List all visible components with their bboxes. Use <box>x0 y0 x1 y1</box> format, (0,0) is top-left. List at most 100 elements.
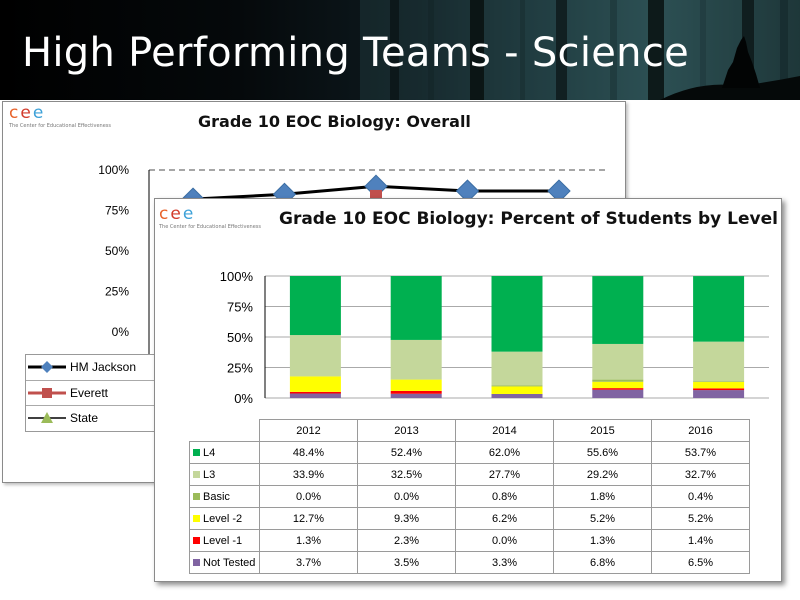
bar-segment <box>592 379 644 382</box>
line-legend: HM Jackson Everett State <box>25 354 157 432</box>
data-label: 52.4% <box>357 441 456 464</box>
data-label: 3.7% <box>259 551 358 574</box>
data-table: 2012 2013 2014 2015 2016 L4 48.4% 52.4% 62.0% 55.… <box>189 419 750 574</box>
series-legend-cell: L4 <box>189 441 260 464</box>
data-label: 55.6% <box>553 441 652 464</box>
bar-segment <box>491 386 543 394</box>
table-row: Basic 0.0% 0.0% 0.8% 1.8% 0.4% <box>189 485 750 508</box>
legend-item-state: State <box>26 405 156 430</box>
data-label: 6.8% <box>553 551 652 574</box>
bar-segment <box>289 391 341 394</box>
bar-segment <box>592 276 644 344</box>
y-tick-label: 75% <box>227 300 253 315</box>
stacked-bar-chart: 100% 75% 50% 25% 0% <box>220 269 769 406</box>
legend-swatch <box>193 493 200 501</box>
series-name: L3 <box>203 468 216 481</box>
series-legend-cell: L3 <box>189 463 260 486</box>
chart-title-levels: Grade 10 EOC Biology: Percent of Student… <box>279 209 778 229</box>
bar-segment <box>491 351 543 386</box>
logo-subtitle: The Center for Educational Effectiveness <box>9 123 111 129</box>
table-row: Level -1 1.3% 2.3% 0.0% 1.3% 1.4% <box>189 529 750 552</box>
data-label: 27.7% <box>455 463 554 486</box>
series-name: L4 <box>203 446 216 459</box>
chart-title-overall: Grade 10 EOC Biology: Overall <box>198 112 471 131</box>
bar-segment <box>289 393 341 398</box>
data-label: 0.0% <box>357 485 456 508</box>
y-tick-label: 0% <box>234 391 253 406</box>
data-label: 29.2% <box>553 463 652 486</box>
y-tick-label: 0% <box>112 325 130 339</box>
bar-segment <box>289 376 341 392</box>
y-tick-label: 75% <box>105 204 129 218</box>
series-name: Not Tested <box>203 556 256 569</box>
bar-segment <box>693 382 745 389</box>
data-label: 6.5% <box>651 551 750 574</box>
data-label: 3.3% <box>455 551 554 574</box>
logo-letter: e <box>170 204 183 224</box>
legend-swatch <box>193 449 200 457</box>
data-label: 0.0% <box>455 529 554 552</box>
y-tick-label: 100% <box>220 269 254 284</box>
bar-segment <box>693 390 745 398</box>
data-label: 1.3% <box>553 529 652 552</box>
category-label: 2016 <box>651 419 750 442</box>
category-label: 2013 <box>357 419 456 442</box>
category-label: 2012 <box>259 419 358 442</box>
data-label: 12.7% <box>259 507 358 530</box>
legend-swatch <box>193 559 200 567</box>
legend-swatch-triangle <box>28 412 66 423</box>
data-label: 2.3% <box>357 529 456 552</box>
slide-banner: High Performing Teams - Science <box>0 0 800 100</box>
logo-letter: c <box>9 103 21 123</box>
y-tick-label: 25% <box>105 285 129 299</box>
series-legend-cell: Level -2 <box>189 507 260 530</box>
bar-segment <box>693 388 745 391</box>
forest-wolf-image <box>360 0 800 100</box>
series-legend-cell: Basic <box>189 485 260 508</box>
data-label: 48.4% <box>259 441 358 464</box>
legend-swatch-square <box>28 388 66 398</box>
table-row: Level -2 12.7% 9.3% 6.2% 5.2% 5.2% <box>189 507 750 530</box>
bar-segment <box>592 388 644 390</box>
bar-segment <box>693 276 745 342</box>
data-label: 32.7% <box>651 463 750 486</box>
cee-logo: cee The Center for Educational Effective… <box>159 205 261 230</box>
data-label: 53.7% <box>651 441 750 464</box>
bar-segment <box>592 381 644 389</box>
bar-segment <box>491 385 543 387</box>
legend-swatch <box>193 537 200 545</box>
logo-letter: e <box>32 103 46 123</box>
bar-segment <box>390 379 442 391</box>
legend-label: State <box>70 411 99 425</box>
data-label: 0.8% <box>455 485 554 508</box>
table-row: L3 33.9% 32.5% 27.7% 29.2% 32.7% <box>189 463 750 486</box>
series-name: Basic <box>203 490 230 503</box>
cee-logo: cee The Center for Educational Effective… <box>9 104 111 129</box>
series-legend-cell: Level -1 <box>189 529 260 552</box>
data-label: 0.4% <box>651 485 750 508</box>
bar-segment <box>289 335 341 377</box>
legend-swatch <box>193 471 200 479</box>
data-label: 0.0% <box>259 485 358 508</box>
logo-letter: e <box>182 204 196 224</box>
data-label: 9.3% <box>357 507 456 530</box>
legend-swatch <box>193 515 200 523</box>
data-label: 5.2% <box>553 507 652 530</box>
bar-segment <box>491 276 543 352</box>
data-label: 1.3% <box>259 529 358 552</box>
logo-letter: c <box>159 204 171 224</box>
table-row: Not Tested 3.7% 3.5% 3.3% 6.8% 6.5% <box>189 551 750 574</box>
bar-segment <box>390 393 442 398</box>
table-header-row: 2012 2013 2014 2015 2016 <box>189 419 750 442</box>
bar-segment <box>390 390 442 394</box>
data-label: 62.0% <box>455 441 554 464</box>
levels-chart-card: cee The Center for Educational Effective… <box>154 198 782 582</box>
category-label: 2015 <box>553 419 652 442</box>
data-label: 33.9% <box>259 463 358 486</box>
series-name: Level -2 <box>203 512 243 525</box>
legend-label: Everett <box>70 386 109 400</box>
bar-segment <box>693 341 745 382</box>
legend-item-everett: Everett <box>26 380 156 405</box>
data-label: 3.5% <box>357 551 456 574</box>
data-label: 1.4% <box>651 529 750 552</box>
